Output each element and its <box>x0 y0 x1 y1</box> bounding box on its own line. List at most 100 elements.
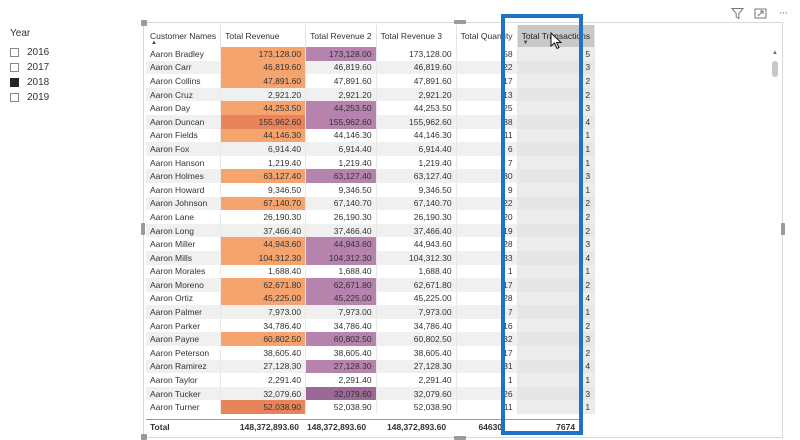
value-cell: 2 <box>517 278 596 292</box>
slicer-item-2019[interactable]: 2019 <box>10 90 120 104</box>
mouse-cursor-icon <box>550 31 564 50</box>
data-table: Customer Names ▲ Total Revenue Total Reve… <box>146 25 596 415</box>
table-row[interactable]: Aaron Duncan 155,962.60 155,962.60 155,962.… <box>146 114 596 129</box>
table-row[interactable]: Aaron Johnson 67,140.70 67,140.70 67,140.70… <box>146 196 596 211</box>
scroll-up-icon[interactable]: ▲ <box>772 50 778 56</box>
resize-handle-corner[interactable] <box>141 20 147 26</box>
checkbox[interactable] <box>10 62 19 72</box>
table-row[interactable]: Aaron Ramirez 27,128.30 27,128.30 27,128.30… <box>146 359 596 374</box>
table-row[interactable]: Aaron Ortiz 45,225.00 45,225.00 45,225.00 28… <box>146 291 596 306</box>
more-options-icon[interactable]: ··· <box>779 7 788 19</box>
slicer-item-2017[interactable]: 2017 <box>10 60 120 74</box>
vertical-scrollbar[interactable]: ▲ <box>771 49 779 429</box>
value-cell: 9,346.50 <box>220 182 307 197</box>
value-cell: 44,146.30 <box>220 128 307 143</box>
table-row[interactable]: Aaron Peterson 38,605.40 38,605.40 38,605.4… <box>146 346 596 360</box>
column-header-total-quantity[interactable]: Total Quantity <box>456 25 518 47</box>
value-cell: 1 <box>517 373 596 387</box>
table-row[interactable]: Aaron Tucker 32,079.60 32,079.60 32,079.60 2… <box>146 386 596 401</box>
column-header-customer-names[interactable]: Customer Names ▲ <box>146 25 222 47</box>
value-cell: 22 <box>456 60 518 75</box>
checkbox-checked[interactable] <box>10 77 19 87</box>
column-header-total-transactions[interactable]: Total Transactions ▼ <box>517 25 596 47</box>
total-value: 148,372,893.60 <box>218 418 303 435</box>
value-cell: 173,128.00 <box>376 47 457 61</box>
table-row[interactable]: Aaron Miller 44,943.60 44,943.60 44,943.60 2… <box>146 237 596 251</box>
table-row[interactable]: Aaron Fields 44,146.30 44,146.30 44,146.30 1… <box>146 128 596 143</box>
resize-handle-right[interactable] <box>781 223 785 235</box>
customer-name-cell: Aaron Duncan <box>146 114 222 129</box>
value-cell: 25 <box>456 101 518 115</box>
value-cell: 38,605.40 <box>376 346 457 360</box>
resize-handle-bottom[interactable] <box>454 436 466 440</box>
value-cell: 27,128.30 <box>305 359 377 374</box>
table-row[interactable]: Aaron Collins 47,891.60 47,891.60 47,891.60… <box>146 74 596 88</box>
value-cell: 4 <box>517 291 596 306</box>
table-row[interactable]: Aaron Long 37,466.40 37,466.40 37,466.40 19 2 <box>146 223 596 238</box>
value-cell: 1 <box>456 264 518 279</box>
value-cell: 155,962.60 <box>376 114 457 129</box>
total-value: 64630 <box>450 418 507 435</box>
table-row[interactable]: Aaron Moreno 62,671.80 62,671.80 62,671.80 1… <box>146 278 596 292</box>
column-header-total-revenue-3[interactable]: Total Revenue 3 <box>376 25 457 47</box>
scroll-thumb[interactable] <box>772 61 778 77</box>
table-row[interactable]: Aaron Turner 52,038.90 52,038.90 52,038.90 1… <box>146 400 596 415</box>
value-cell: 46,819.60 <box>376 60 457 75</box>
value-cell: 38,605.40 <box>305 346 377 360</box>
value-cell: 3 <box>517 101 596 115</box>
table-row[interactable]: Aaron Day 44,253.50 44,253.50 44,253.50 25 3 <box>146 101 596 115</box>
total-value: 148,372,893.60 <box>370 418 451 435</box>
column-header-total-revenue-2[interactable]: Total Revenue 2 <box>305 25 377 47</box>
slicer-item-2016[interactable]: 2016 <box>10 45 120 59</box>
value-cell: 5 <box>517 47 596 61</box>
table-visual[interactable]: Customer Names ▲ Total Revenue Total Reve… <box>141 20 785 440</box>
table-row[interactable]: Aaron Lane 26,190.30 26,190.30 26,190.30 20 2 <box>146 210 596 224</box>
value-cell: 155,962.60 <box>220 114 307 129</box>
customer-name-cell: Aaron Moreno <box>146 278 222 292</box>
value-cell: 2,921.20 <box>305 87 377 102</box>
table-row[interactable]: Aaron Carr 46,819.60 46,819.60 46,819.60 22 3 <box>146 60 596 75</box>
customer-name-cell: Aaron Morales <box>146 264 222 279</box>
customer-name-cell: Aaron Holmes <box>146 169 222 183</box>
customer-name-cell: Aaron Collins <box>146 74 222 88</box>
value-cell: 104,312.30 <box>220 250 307 265</box>
visual-header-icons: ··· <box>730 5 795 21</box>
focus-mode-icon[interactable] <box>753 6 767 20</box>
value-cell: 6,914.40 <box>305 142 377 156</box>
value-cell: 4 <box>517 114 596 129</box>
resize-handle-corner[interactable] <box>141 434 147 440</box>
value-cell: 11 <box>456 400 518 415</box>
value-cell: 3 <box>517 332 596 347</box>
value-cell: 1,688.40 <box>220 264 307 279</box>
slicer-item-2018[interactable]: 2018 <box>10 75 120 89</box>
table-row[interactable]: Aaron Howard 9,346.50 9,346.50 9,346.50 9 1 <box>146 182 596 197</box>
customer-name-cell: Aaron Bradley <box>146 47 222 61</box>
value-cell: 4 <box>517 359 596 374</box>
table-row[interactable]: Aaron Mills 104,312.30 104,312.30 104,312.3… <box>146 250 596 265</box>
value-cell: 44,943.60 <box>376 237 457 251</box>
table-row[interactable]: Aaron Hanson 1,219.40 1,219.40 1,219.40 7 1 <box>146 155 596 170</box>
table-row[interactable]: Aaron Cruz 2,921.20 2,921.20 2,921.20 13 2 <box>146 87 596 102</box>
value-cell: 47,891.60 <box>376 74 457 88</box>
table-row[interactable]: Aaron Fox 6,914.40 6,914.40 6,914.40 6 1 <box>146 142 596 156</box>
value-cell: 20 <box>456 210 518 224</box>
column-header-total-revenue[interactable]: Total Revenue <box>220 25 307 47</box>
table-row[interactable]: Aaron Holmes 63,127.40 63,127.40 63,127.40 3… <box>146 169 596 183</box>
table-row[interactable]: Aaron Parker 34,786.40 34,786.40 34,786.40 1… <box>146 318 596 333</box>
value-cell: 104,312.30 <box>376 250 457 265</box>
value-cell: 1 <box>517 182 596 197</box>
checkbox[interactable] <box>10 92 19 102</box>
table-row[interactable]: Aaron Palmer 7,973.00 7,973.00 7,973.00 7 1 <box>146 305 596 319</box>
value-cell: 60,802.50 <box>220 332 307 347</box>
table-row[interactable]: Aaron Morales 1,688.40 1,688.40 1,688.40 1 1 <box>146 264 596 279</box>
resize-handle-left[interactable] <box>141 223 145 235</box>
resize-handle-top[interactable] <box>454 20 466 24</box>
customer-name-cell: Aaron Hanson <box>146 155 222 170</box>
value-cell: 2,291.40 <box>305 373 377 387</box>
table-row[interactable]: Aaron Payne 60,802.50 60,802.50 60,802.50 32… <box>146 332 596 347</box>
checkbox[interactable] <box>10 47 19 57</box>
filter-icon[interactable] <box>730 6 744 20</box>
table-row[interactable]: Aaron Taylor 2,291.40 2,291.40 2,291.40 1 1 <box>146 373 596 387</box>
value-cell: 44,253.50 <box>376 101 457 115</box>
table-row[interactable]: Aaron Bradley 173,128.00 173,128.00 173,128… <box>146 47 596 61</box>
